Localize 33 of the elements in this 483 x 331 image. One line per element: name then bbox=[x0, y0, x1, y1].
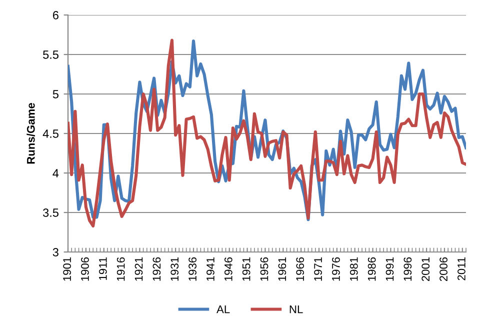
y-tick-label: 3 bbox=[52, 248, 58, 256]
x-tick-label: 1936 bbox=[188, 257, 196, 281]
x-tick-label: 1906 bbox=[81, 257, 89, 281]
x-tick-label: 2011 bbox=[458, 257, 466, 280]
x-tick-label: 1931 bbox=[170, 257, 179, 281]
x-tick-label: 1971 bbox=[314, 257, 322, 281]
x-tick-label: 1926 bbox=[152, 257, 161, 281]
x-tick-label: 1916 bbox=[116, 257, 125, 281]
legend-label: AL bbox=[216, 305, 230, 314]
y-tick-label: 6 bbox=[53, 11, 58, 20]
y-tick-label: 5 bbox=[52, 90, 58, 98]
y-tick-label: 4 bbox=[52, 169, 59, 178]
x-tick-label: 1976 bbox=[332, 257, 340, 281]
x-tick-label: 1981 bbox=[350, 257, 358, 281]
x-tick-label: 2001 bbox=[422, 257, 430, 282]
x-tick-label: 1986 bbox=[368, 257, 376, 281]
legend-label: NL bbox=[290, 305, 303, 314]
y-tick-label: 5.5 bbox=[43, 50, 58, 59]
x-tick-label: 1941 bbox=[206, 257, 214, 281]
x-tick-label: 1946 bbox=[224, 257, 232, 281]
x-tick-label: 1961 bbox=[278, 257, 286, 281]
x-tick-label: 2006 bbox=[440, 257, 448, 282]
y-tick-label: 3.5 bbox=[43, 208, 58, 217]
x-tick-label: 1996 bbox=[404, 257, 412, 281]
x-tick-label: 1966 bbox=[296, 257, 304, 281]
x-tick-label: 1921 bbox=[134, 257, 143, 281]
y-tick-label: 4.5 bbox=[42, 130, 58, 138]
x-tick-label: 1956 bbox=[260, 257, 268, 281]
x-tick-label: 1911 bbox=[98, 257, 107, 280]
x-tick-label: 1991 bbox=[386, 257, 394, 281]
x-tick-label: 1951 bbox=[242, 257, 250, 281]
y-axis-title: Runs/Game bbox=[26, 103, 35, 164]
x-tick-label: 1901 bbox=[63, 257, 71, 281]
